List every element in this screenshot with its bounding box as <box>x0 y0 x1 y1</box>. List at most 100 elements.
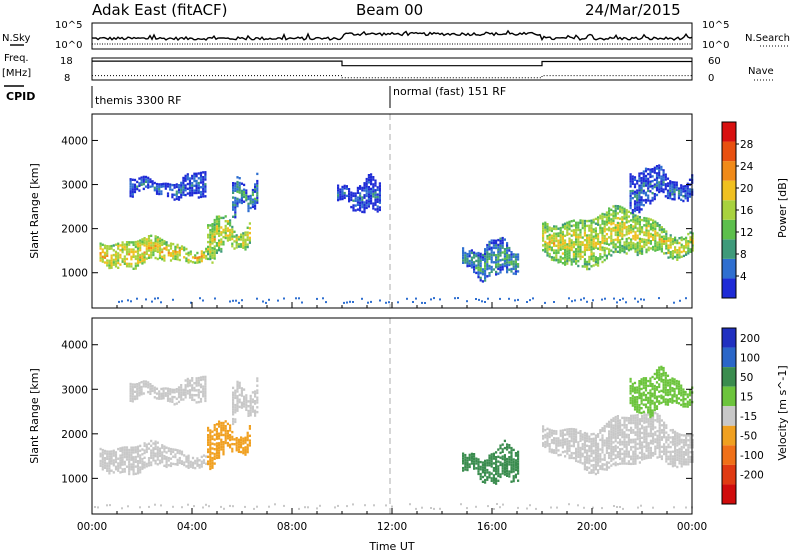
heatmap-cell <box>645 442 648 445</box>
heatmap-cell <box>678 438 681 441</box>
heatmap-cell <box>689 248 692 251</box>
heatmap-cell <box>256 199 259 202</box>
heatmap-cell <box>234 406 237 409</box>
station-title: Adak East (fitACF) <box>92 1 227 19</box>
heatmap-cell <box>249 394 252 398</box>
heatmap-cell <box>207 250 210 253</box>
heatmap-cell <box>658 441 661 444</box>
heatmap-cell <box>197 181 200 185</box>
heatmap-cell <box>477 470 480 473</box>
heatmap-cell <box>599 465 602 468</box>
heatmap-cell <box>684 194 687 197</box>
heatmap-cell <box>564 222 567 225</box>
heatmap-cell <box>583 446 586 449</box>
heatmap-cell <box>514 459 517 462</box>
heatmap-cell <box>244 505 246 508</box>
heatmap-cell <box>231 435 234 439</box>
heatmap-cell <box>647 234 650 237</box>
heatmap-cell <box>588 447 591 450</box>
heatmap-cell <box>147 176 150 180</box>
heatmap-cell <box>568 254 571 257</box>
heatmap-cell <box>581 445 584 448</box>
heatmap-cell <box>594 436 597 440</box>
heatmap-cell <box>655 395 659 398</box>
heatmap-cell <box>665 431 668 434</box>
heatmap-cell <box>638 203 641 207</box>
heatmap-cell <box>164 187 167 190</box>
heatmap-cell <box>106 504 108 507</box>
heatmap-cell <box>180 191 183 194</box>
heatmap-cell <box>586 236 589 240</box>
heatmap-cell <box>499 251 502 255</box>
heatmap-cell <box>103 459 107 462</box>
heatmap-cell <box>397 301 399 304</box>
heatmap-cell <box>654 440 657 444</box>
heatmap-cell <box>677 194 681 197</box>
heatmap-cell <box>213 457 216 460</box>
heatmap-cell <box>686 187 689 190</box>
heatmap-cell <box>134 451 137 454</box>
heatmap-cell <box>226 229 229 233</box>
heatmap-cell <box>575 238 578 241</box>
heatmap-cell <box>614 250 617 253</box>
heatmap-cell <box>664 388 667 392</box>
heatmap-cell <box>508 246 511 250</box>
heatmap-cell <box>158 395 161 398</box>
heatmap-cell <box>610 430 613 434</box>
heatmap-cell <box>658 443 661 446</box>
heatmap-cell <box>254 200 257 203</box>
heatmap-cell <box>671 254 674 258</box>
heatmap-cell <box>354 192 357 195</box>
heatmap-cell <box>638 201 641 204</box>
heatmap-cell <box>579 432 582 435</box>
heatmap-cell <box>121 241 124 244</box>
heatmap-cell <box>488 456 491 460</box>
heatmap-cell <box>616 434 619 437</box>
heatmap-cell <box>674 435 677 438</box>
heatmap-cell <box>211 247 214 250</box>
heatmap-cell <box>671 252 674 255</box>
heatmap-cell <box>633 381 637 385</box>
heatmap-cell <box>163 247 166 250</box>
heatmap-cell <box>147 386 150 389</box>
heatmap-cell <box>238 400 241 404</box>
heatmap-cell <box>207 462 210 466</box>
heatmap-cell <box>654 433 657 436</box>
heatmap-cell <box>173 388 176 392</box>
heatmap-cell <box>183 461 186 464</box>
heatmap-cell <box>415 507 417 510</box>
heatmap-cell <box>245 189 248 192</box>
heatmap-cell <box>686 189 689 193</box>
heatmap-cell <box>605 223 608 226</box>
power-colorbar-segment <box>722 219 736 240</box>
heatmap-cell <box>101 258 104 261</box>
heatmap-cell <box>176 451 179 454</box>
heatmap-cell <box>597 447 600 450</box>
heatmap-cell <box>202 190 205 193</box>
heatmap-cell <box>688 391 692 394</box>
heatmap-cell <box>654 431 657 434</box>
heatmap-cell <box>172 250 175 253</box>
heatmap-cell <box>232 182 235 185</box>
heatmap-cell <box>136 242 140 246</box>
heatmap-cell <box>610 254 613 257</box>
heatmap-cell <box>138 389 141 392</box>
heatmap-cell <box>619 231 622 235</box>
heatmap-cell <box>597 218 600 222</box>
heatmap-cell <box>234 418 237 421</box>
heatmap-cell <box>564 258 567 261</box>
heatmap-cell <box>232 299 234 302</box>
heatmap-cell <box>106 254 109 257</box>
heatmap-cell <box>488 274 491 277</box>
heatmap-cell <box>571 300 573 303</box>
heatmap-cell <box>597 471 600 474</box>
heatmap-cell <box>678 459 681 463</box>
heatmap-cell <box>632 242 635 245</box>
heatmap-cell <box>616 245 619 249</box>
heatmap-cell <box>477 273 480 276</box>
heatmap-cell <box>106 252 109 255</box>
y-tick-label: 1000 <box>61 473 88 485</box>
heatmap-cell <box>517 455 520 458</box>
heatmap-cell <box>561 247 564 250</box>
heatmap-cell <box>121 248 124 251</box>
